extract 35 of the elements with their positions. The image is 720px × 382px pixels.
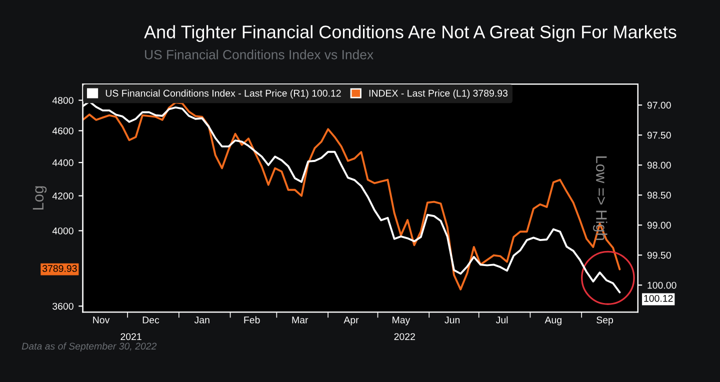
x-tick-label: May [392, 316, 410, 326]
y2-tick-label: 99.00 [647, 222, 671, 229]
text: 2021 [120, 333, 142, 340]
x-tick-label: Nov [93, 316, 110, 324]
y2-tick-label: 98.00 [647, 162, 671, 169]
y2-tick-label: 100.00 [648, 282, 676, 289]
y2-tick-label: 97.00 [647, 102, 671, 109]
legend-label: INDEX - Last Price (L1) 3789.93 [369, 90, 508, 99]
y-tick-label: 4800 [52, 96, 74, 104]
legend-label: US Financial Conditions Index - Last Price (R1) 100.12 [106, 90, 341, 99]
y-tick-label: 4000 [52, 227, 74, 234]
x-tick-label: Mar [292, 316, 308, 324]
x-tick-label: Sep [596, 316, 614, 326]
y2-tick-label: 99.50 [647, 252, 671, 259]
x-tick-label: Aug [544, 316, 562, 326]
y-tick-label: 3600 [52, 302, 74, 310]
x-tick-label: Jul [496, 316, 508, 324]
y2-tick-label: 98.50 [647, 192, 671, 199]
chart-subtitle: US Financial Conditions Index vs Index [145, 50, 374, 60]
y2-axis-title: Low => High [592, 156, 608, 240]
y-tick-label: 4600 [52, 127, 74, 134]
x-tick-label: Apr [344, 316, 359, 326]
y-axis-title: Log [32, 186, 47, 210]
text: 100.12 [644, 294, 673, 302]
x-tick-label: Feb [244, 316, 260, 324]
y-tick-label: 4200 [52, 192, 74, 200]
y2-tick-label: 97.50 [647, 132, 671, 139]
text: 3789.93 [42, 265, 77, 272]
y-tick-label: 4400 [52, 159, 74, 166]
x-tick-label: Jan [194, 316, 210, 324]
chart-title: And Tighter Financial Conditions Are Not A Great Sign For Markets [144, 25, 676, 42]
text: Data as of September 30, 2022 [22, 342, 157, 352]
text: 2022 [394, 333, 415, 340]
x-tick-label: Dec [142, 316, 160, 324]
x-tick-label: Jun [444, 316, 460, 324]
